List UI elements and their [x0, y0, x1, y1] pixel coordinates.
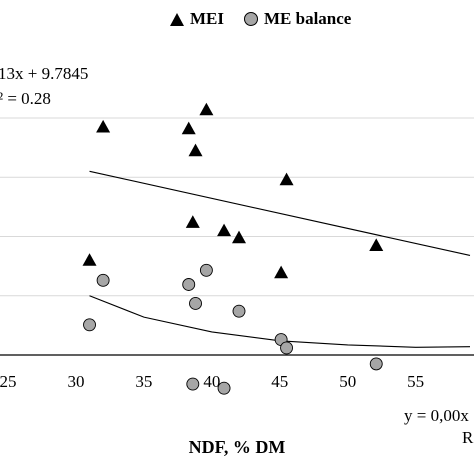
- me-balance-point: [83, 318, 96, 332]
- me-balance-point: [217, 381, 231, 395]
- mei-point: [199, 102, 214, 116]
- mei-point: [232, 230, 246, 244]
- me-balance-point: [189, 297, 202, 310]
- me-balance-point: [280, 341, 294, 355]
- x-tick-label: 40: [203, 372, 220, 391]
- legend-label-me-balance: ME balance: [264, 9, 352, 28]
- mei-point: [217, 223, 232, 237]
- legend-circle-marker: [244, 12, 258, 26]
- legend-label-mei: MEI: [190, 9, 224, 28]
- gridlines: [0, 117, 474, 297]
- trendlines: [89, 170, 471, 348]
- x-tick-labels: 25 30 35 40 45 50 55: [0, 372, 424, 391]
- x-tick-label: 30: [67, 372, 84, 391]
- x-tick-label: 55: [407, 372, 424, 391]
- mei-point: [185, 215, 200, 228]
- x-tick-label: 50: [339, 372, 356, 391]
- mei-point: [369, 238, 384, 251]
- mei-point: [279, 172, 294, 186]
- me-balance-point: [186, 377, 200, 391]
- me-balance-point: [96, 273, 110, 287]
- me-balance-point: [232, 304, 246, 318]
- mei-trendline: [89, 170, 471, 256]
- balance-trend-equation: y = 0,00x: [404, 406, 469, 425]
- mei-point: [274, 265, 289, 279]
- mei-trend-equation: 13x + 9.7845: [0, 64, 89, 83]
- legend: MEI ME balance: [170, 9, 351, 29]
- x-tick-label: 25: [0, 372, 17, 391]
- balance-trend-r2: R: [462, 428, 474, 447]
- mei-point: [96, 119, 111, 133]
- x-axis-title: NDF, % DM: [188, 437, 286, 457]
- mei-trend-r2: ² = 0.28: [0, 89, 51, 108]
- x-tick-label: 35: [135, 372, 152, 391]
- x-tick-label: 45: [271, 372, 288, 391]
- legend-triangle-marker: [170, 12, 184, 26]
- mei-point: [181, 121, 196, 135]
- data-points: [82, 102, 384, 395]
- me-balance-point: [199, 263, 213, 277]
- me-balance-point: [182, 278, 196, 291]
- me-balance-point: [369, 357, 383, 371]
- mei-point: [82, 253, 97, 266]
- mei-point: [188, 143, 203, 157]
